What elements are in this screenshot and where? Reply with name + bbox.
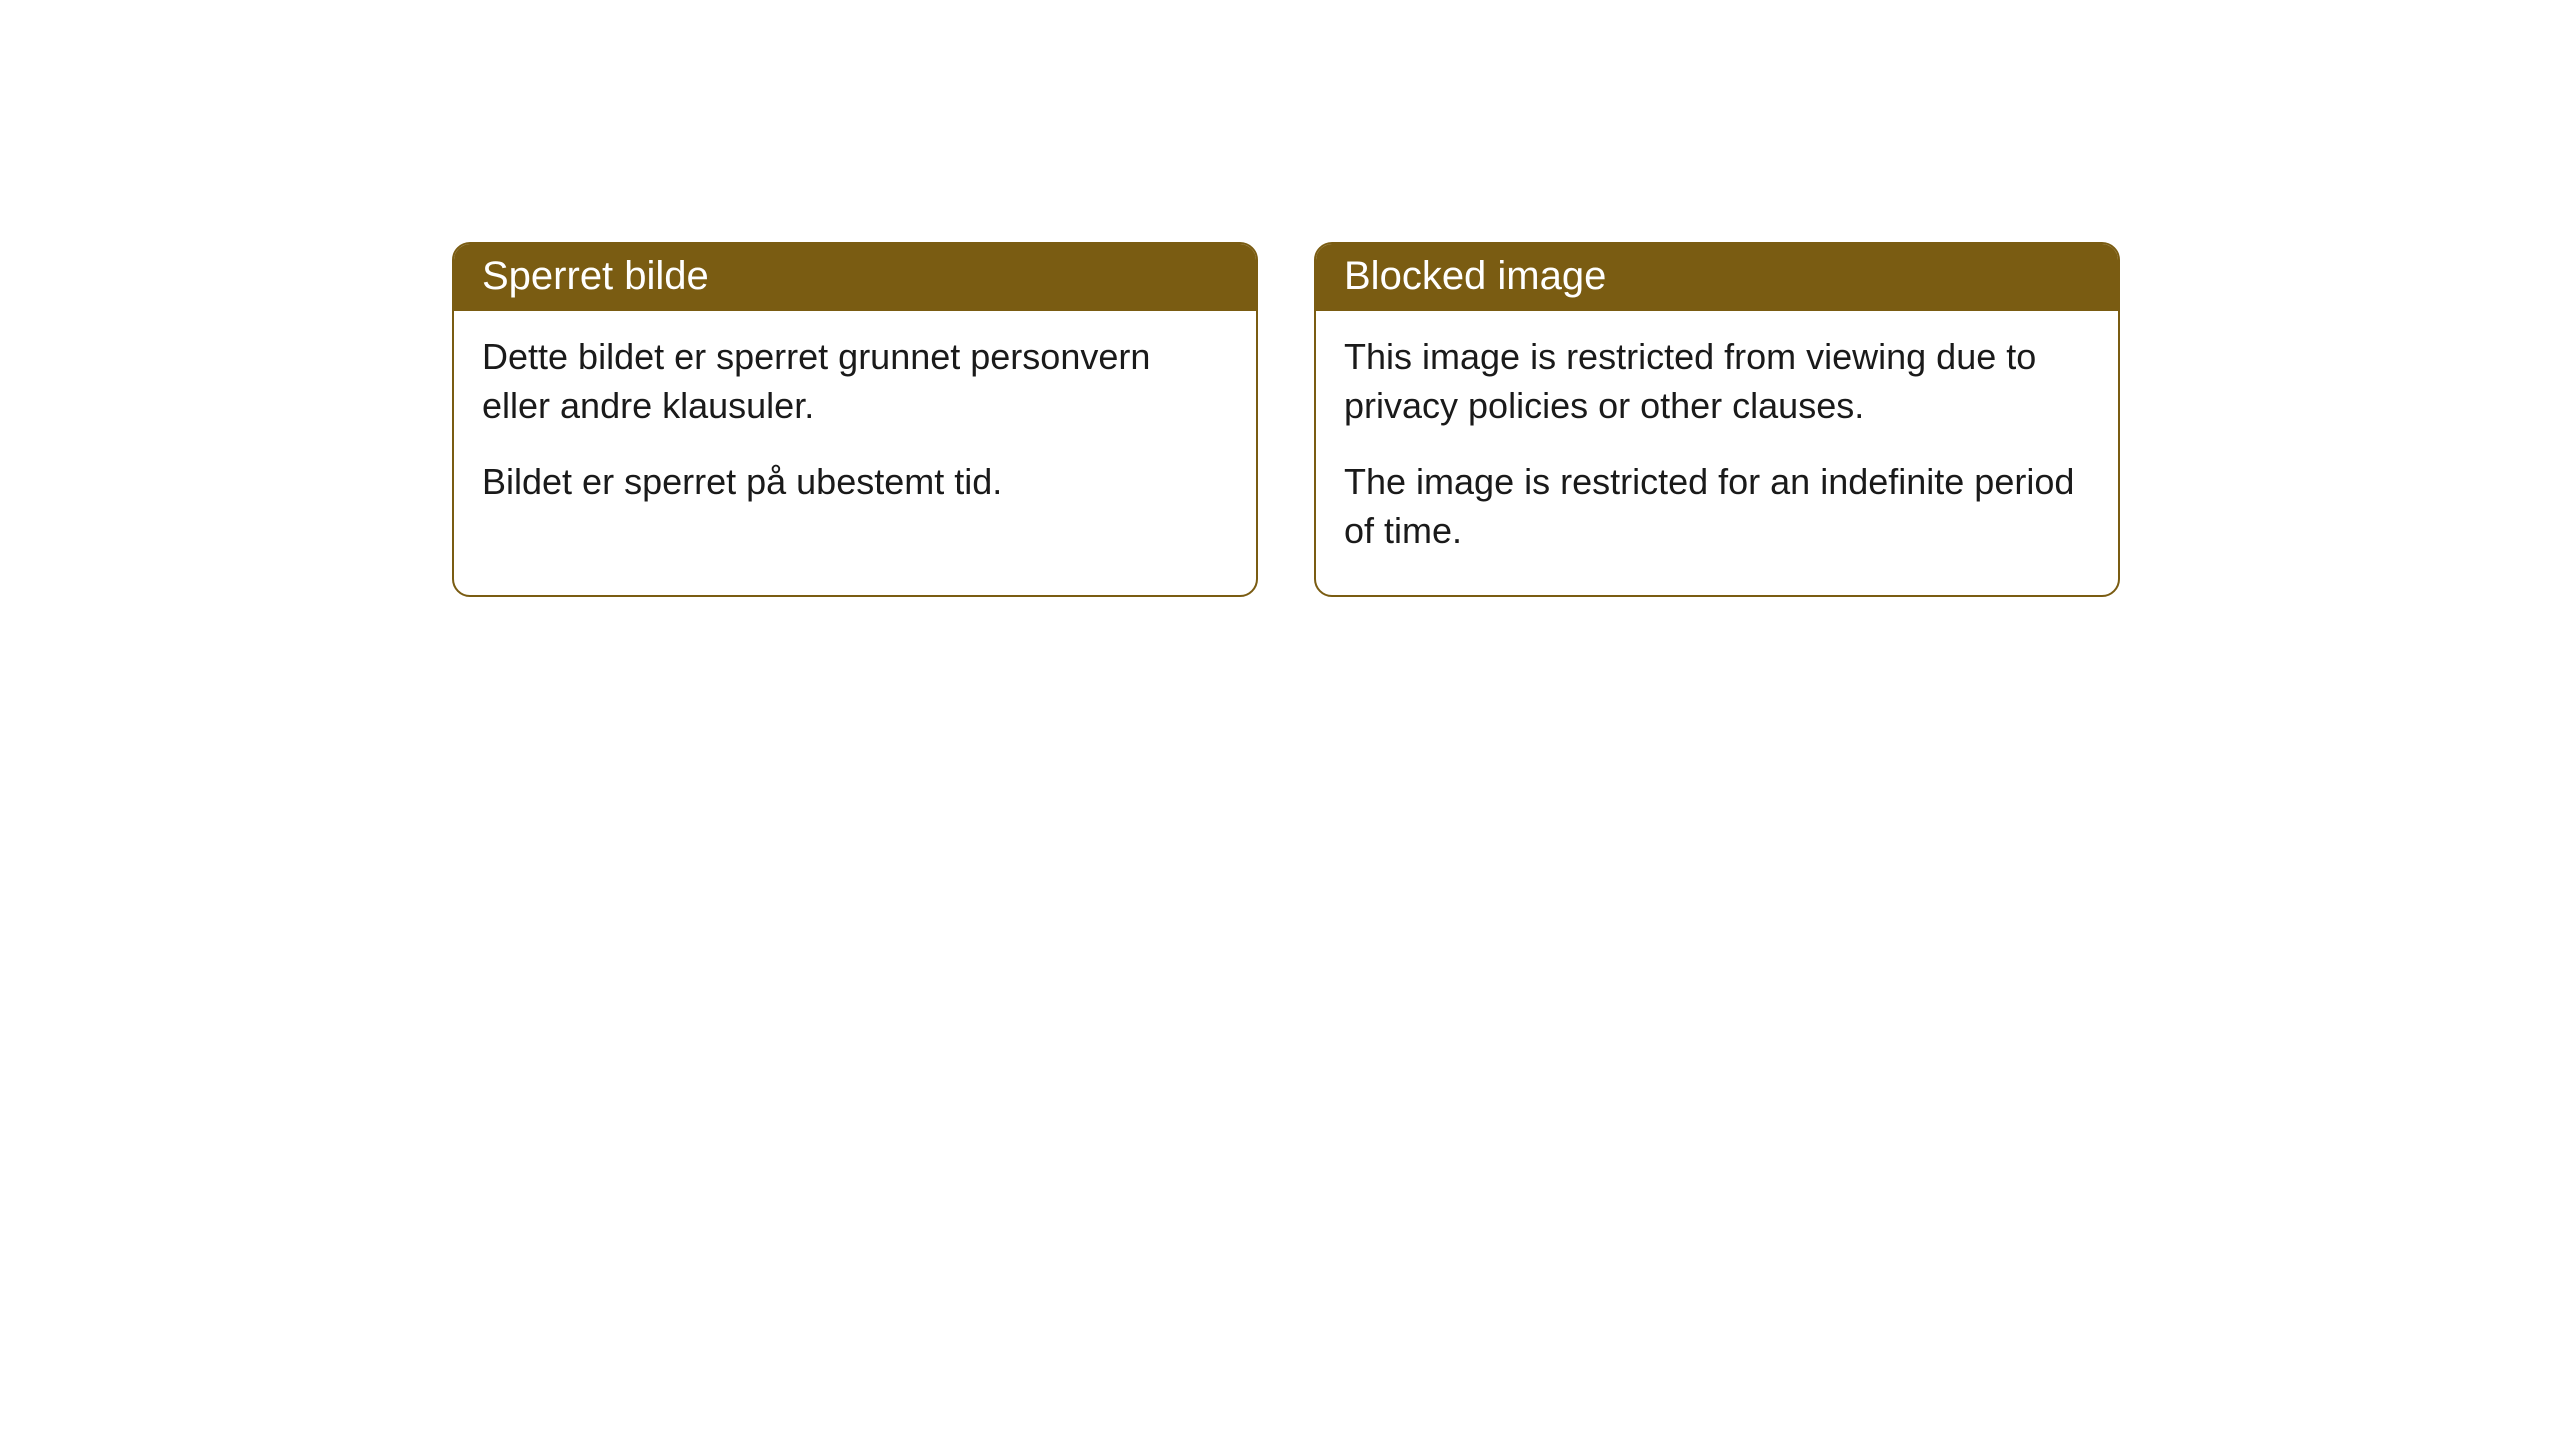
- card-paragraph-1: This image is restricted from viewing du…: [1344, 333, 2090, 430]
- blocked-image-card-english: Blocked image This image is restricted f…: [1314, 242, 2120, 597]
- card-paragraph-2: The image is restricted for an indefinit…: [1344, 458, 2090, 555]
- card-body: Dette bildet er sperret grunnet personve…: [454, 311, 1256, 547]
- card-paragraph-2: Bildet er sperret på ubestemt tid.: [482, 458, 1228, 507]
- card-header: Blocked image: [1316, 244, 2118, 311]
- card-title: Sperret bilde: [482, 254, 709, 298]
- blocked-image-card-norwegian: Sperret bilde Dette bildet er sperret gr…: [452, 242, 1258, 597]
- card-body: This image is restricted from viewing du…: [1316, 311, 2118, 595]
- card-header: Sperret bilde: [454, 244, 1256, 311]
- notice-cards-container: Sperret bilde Dette bildet er sperret gr…: [0, 0, 2560, 597]
- card-title: Blocked image: [1344, 254, 1606, 298]
- card-paragraph-1: Dette bildet er sperret grunnet personve…: [482, 333, 1228, 430]
